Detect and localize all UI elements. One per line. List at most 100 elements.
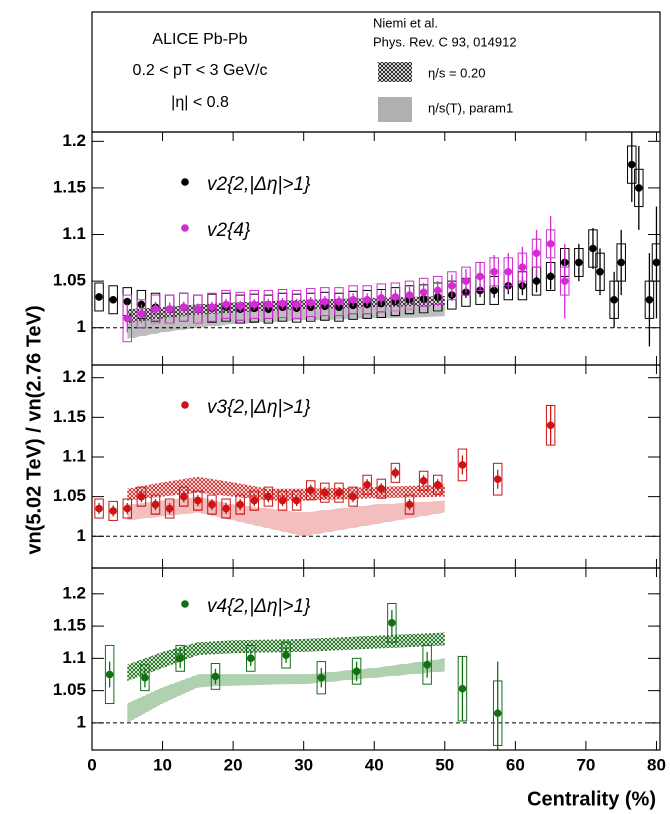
legend-label: v2{2,|Δη|>1} [207, 174, 311, 195]
data-point [278, 496, 287, 505]
syst-box [390, 282, 401, 312]
syst-box [210, 663, 221, 690]
x-tick-label: 10 [153, 755, 172, 774]
data-point [151, 500, 160, 509]
y-tick-label: 1.05 [53, 486, 86, 505]
syst-box [433, 275, 443, 305]
data-point [335, 488, 343, 497]
x-tick-label: 70 [576, 755, 595, 774]
data-point [476, 272, 484, 281]
eta-label: |η| < 0.8 [171, 94, 229, 111]
data-point [137, 309, 146, 318]
syst-box [362, 474, 372, 495]
data-point [151, 305, 160, 313]
syst-box [404, 494, 415, 515]
data-point [532, 277, 541, 285]
kinematics-label: 0.2 < pT < 3 GeV/c [133, 62, 268, 79]
data-point [352, 667, 361, 676]
x-tick-label: 80 [647, 755, 666, 774]
syst-box [122, 498, 133, 519]
syst-box [277, 490, 288, 511]
data-point [627, 160, 636, 169]
syst-box [351, 657, 362, 685]
data-point [123, 504, 132, 513]
syst-box [418, 470, 429, 491]
data-point [610, 295, 618, 304]
data-point [165, 305, 174, 313]
data-point [179, 303, 188, 312]
syst-box [178, 486, 189, 507]
legend-label: v3{2,|Δη|>1} [207, 397, 311, 418]
syst-box [404, 280, 415, 310]
data-point [292, 300, 301, 309]
legend-marker [181, 224, 189, 232]
data-point [617, 258, 625, 267]
data-point [109, 295, 117, 304]
x-tick-label: 60 [506, 755, 525, 774]
syst-box [422, 644, 432, 685]
syst-box [94, 282, 104, 312]
x-tick-label: 30 [294, 755, 313, 774]
data-point [176, 654, 184, 663]
data-point [123, 297, 132, 306]
plot-frame [91, 364, 661, 569]
syst-box [175, 644, 185, 672]
data-point [391, 469, 400, 477]
y-tick-label: 1.05 [53, 271, 86, 290]
panel [92, 404, 660, 537]
y-tick-label: 1.15 [53, 616, 86, 635]
data-point [321, 488, 329, 497]
syst-box [277, 289, 288, 318]
data-point [652, 258, 660, 267]
syst-box [320, 287, 330, 317]
syst-box [447, 271, 457, 301]
data-point [208, 303, 216, 312]
data-point [194, 496, 202, 505]
syst-box [461, 266, 471, 296]
syst-box [390, 462, 401, 483]
data-point [405, 500, 414, 509]
data-point [278, 299, 287, 308]
syst-box [136, 486, 147, 507]
data-point [433, 480, 442, 489]
syst-box [108, 285, 118, 315]
model-legend-label: η/s(T), param1 [428, 100, 513, 115]
legend-marker [181, 401, 189, 409]
data-point [211, 672, 220, 681]
data-point [589, 244, 597, 253]
y-tick-label: 1.2 [62, 131, 86, 150]
data-point [596, 268, 604, 276]
syst-box [334, 287, 344, 317]
model-band [127, 476, 445, 501]
y-tick-label: 1.1 [62, 224, 86, 243]
legend-label: v2{4} [207, 220, 251, 241]
syst-box [376, 283, 387, 313]
y-tick-label: 1.1 [62, 446, 86, 465]
y-tick-label: 1.1 [62, 648, 86, 667]
syst-box [104, 644, 115, 705]
data-point [306, 298, 315, 307]
syst-box [249, 490, 260, 511]
syst-box [263, 289, 274, 319]
data-point [95, 504, 103, 513]
data-point [264, 492, 273, 501]
data-point [292, 496, 301, 505]
data-point [419, 288, 428, 297]
data-point [222, 300, 230, 309]
legend-marker [181, 178, 189, 186]
model-band [127, 496, 445, 537]
x-tick-label: 50 [435, 755, 454, 774]
data-point [462, 277, 470, 285]
data-point [493, 709, 502, 718]
experiment-label: ALICE Pb-Pb [152, 31, 247, 48]
data-point [363, 295, 371, 304]
data-point [95, 293, 103, 301]
data-point [250, 496, 259, 505]
syst-box [140, 664, 150, 692]
model-swatch [378, 97, 412, 122]
syst-box [334, 482, 344, 503]
x-tick-label: 40 [365, 755, 384, 774]
data-point [419, 476, 428, 485]
